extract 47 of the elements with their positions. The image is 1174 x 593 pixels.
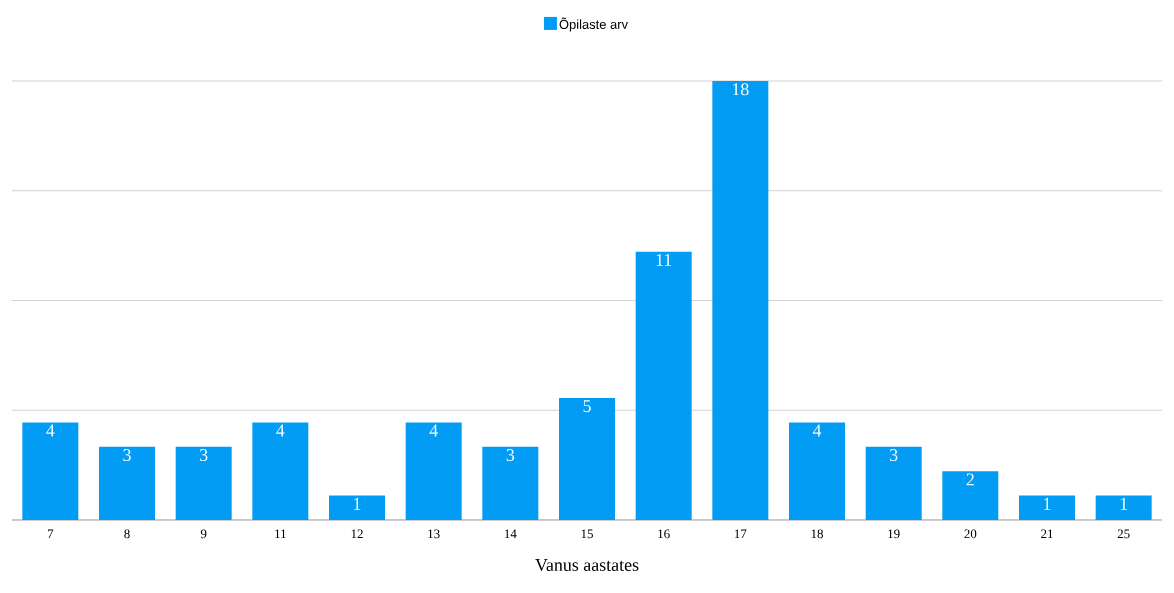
data-label: 2 — [966, 473, 974, 486]
bar — [559, 398, 615, 520]
x-tick-label: 20 — [964, 529, 977, 539]
x-axis-title: Vanus aastates — [535, 559, 639, 572]
data-label: 1 — [1120, 497, 1128, 510]
data-label: 5 — [583, 400, 591, 413]
legend-label: Õpilaste arv — [559, 17, 628, 32]
data-label: 1 — [354, 497, 361, 510]
data-label: 3 — [506, 449, 515, 462]
x-tick-label: 25 — [1117, 529, 1130, 539]
bar — [942, 471, 999, 520]
x-tick-label: 14 — [505, 529, 517, 539]
bar — [99, 446, 156, 520]
data-label: 3 — [123, 449, 131, 462]
bar — [1095, 495, 1152, 520]
data-label: 4 — [429, 424, 438, 437]
bar — [482, 446, 539, 520]
data-label: 1 — [1044, 497, 1051, 510]
bar — [789, 422, 845, 520]
x-tick-label: 21 — [1041, 529, 1053, 539]
x-tick-label: 7 — [47, 529, 54, 538]
bar — [252, 422, 309, 520]
x-tick-label: 17 — [735, 529, 747, 539]
x-tick-label: 19 — [888, 529, 900, 539]
data-label: 3 — [890, 449, 898, 462]
x-tick-label: 11 — [275, 529, 286, 539]
data-label: 18 — [732, 83, 749, 96]
data-label: 4 — [46, 424, 55, 437]
bar — [712, 80, 769, 520]
x-tick-label: 12 — [351, 529, 363, 539]
x-tick-label: 15 — [581, 529, 593, 539]
bar — [329, 495, 386, 520]
x-tick-label: 18 — [811, 529, 823, 539]
x-tick-label: 8 — [124, 529, 130, 539]
bar — [1019, 495, 1075, 520]
bar — [635, 251, 692, 520]
x-tick-label: 16 — [658, 529, 670, 539]
data-label: 4 — [276, 424, 285, 437]
bar — [865, 446, 922, 520]
data-label: 11 — [656, 253, 672, 266]
data-label: 3 — [200, 449, 208, 462]
data-label: 4 — [812, 424, 822, 437]
bar — [22, 422, 79, 520]
x-tick-label: 13 — [428, 529, 440, 539]
x-tick-label: 9 — [200, 529, 207, 539]
bar — [405, 422, 462, 520]
bar — [175, 446, 232, 520]
